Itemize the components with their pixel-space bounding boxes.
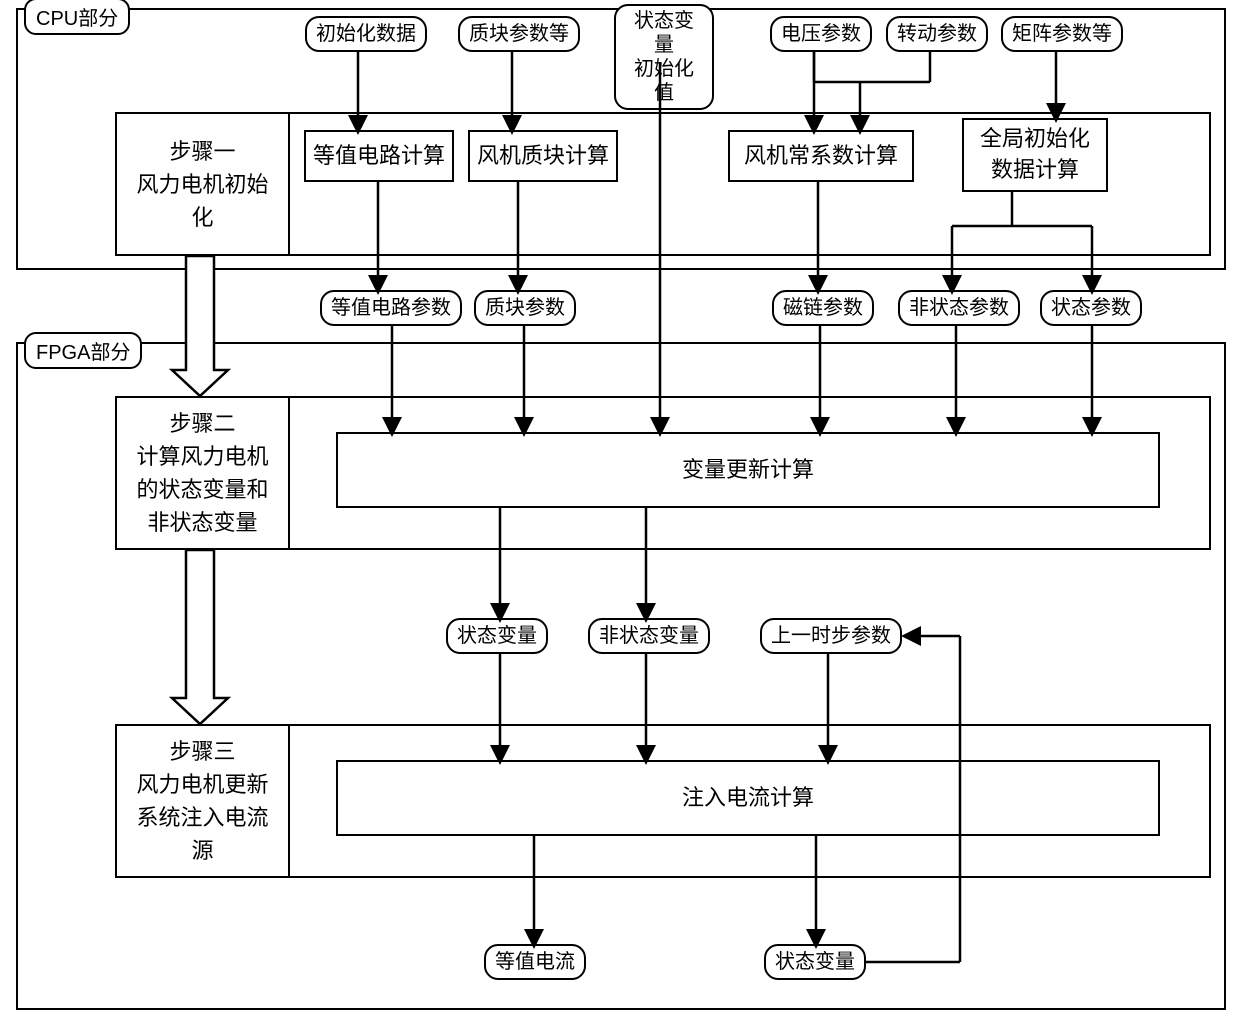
- state-var-pill: 状态变量: [446, 618, 548, 654]
- input-init-data: 初始化数据: [305, 16, 427, 52]
- nonstate-var-pill: 非状态变量: [588, 618, 710, 654]
- global-init-calc: 全局初始化数据计算: [962, 118, 1108, 192]
- input-matrix: 矩阵参数等: [1001, 16, 1123, 52]
- coef-calc: 风机常系数计算: [728, 130, 914, 182]
- state-param-pill: 状态参数: [1040, 290, 1142, 326]
- cpu-section-label: CPU部分: [24, 0, 130, 35]
- state-var2-pill: 状态变量: [764, 944, 866, 980]
- equiv-circuit-calc: 等值电路计算: [304, 130, 454, 182]
- input-voltage: 电压参数: [770, 16, 872, 52]
- step2-label: 步骤二计算风力电机的状态变量和非状态变量: [115, 396, 290, 550]
- input-rotation: 转动参数: [886, 16, 988, 52]
- input-mass-param: 质块参数等: [458, 16, 580, 52]
- equiv-param-pill: 等值电路参数: [320, 290, 462, 326]
- step1-label: 步骤一风力电机初始化: [115, 112, 290, 256]
- step3-label: 步骤三风力电机更新系统注入电流源: [115, 724, 290, 878]
- input-state-init: 状态变量初始化值: [614, 4, 714, 110]
- mass-param-pill: 质块参数: [474, 290, 576, 326]
- flux-param-pill: 磁链参数: [772, 290, 874, 326]
- equiv-current-pill: 等值电流: [484, 944, 586, 980]
- inject-current-calc: 注入电流计算: [336, 760, 1160, 836]
- var-update-calc: 变量更新计算: [336, 432, 1160, 508]
- prev-step-pill: 上一时步参数: [760, 618, 902, 654]
- mass-calc: 风机质块计算: [468, 130, 618, 182]
- fpga-section-label: FPGA部分: [24, 332, 142, 369]
- nonstate-param-pill: 非状态参数: [898, 290, 1020, 326]
